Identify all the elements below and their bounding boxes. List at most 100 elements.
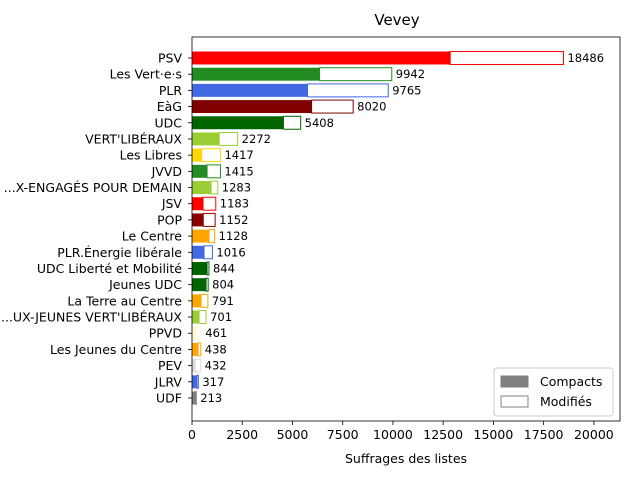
bar-compacts (192, 278, 206, 291)
x-tick-label: 10000 (373, 427, 413, 442)
x-tick-label: 7500 (327, 427, 359, 442)
x-axis-label: Suffrages des listes (345, 451, 467, 466)
data-label: 1183 (220, 197, 249, 211)
bar-modifies (211, 181, 218, 194)
category-label: PPVD (149, 326, 182, 341)
data-label: 213 (200, 391, 222, 405)
legend-swatch-modifies (501, 396, 528, 407)
bar-compacts (192, 68, 320, 81)
bar-compacts (192, 392, 196, 405)
category-label: Jeunes UDC (108, 277, 182, 292)
bar-modifies (219, 132, 238, 145)
legend: Compacts Modifiés (494, 368, 613, 416)
data-label: 8020 (357, 100, 386, 114)
bar-compacts (192, 84, 308, 97)
bar-modifies (283, 116, 300, 129)
bar-compacts (192, 294, 201, 307)
x-tick-label: 17500 (524, 427, 564, 442)
bar-modifies (209, 230, 215, 243)
category-label: UDF (156, 391, 182, 406)
category-label: PSV (158, 51, 182, 66)
bar-compacts (192, 197, 203, 210)
bar-compacts (192, 343, 198, 356)
data-label: 1417 (224, 148, 253, 162)
category-label: EàG (157, 99, 182, 114)
bar-compacts (192, 132, 219, 145)
data-label: 18486 (567, 51, 604, 65)
data-label: 461 (205, 326, 227, 340)
data-label: 317 (202, 375, 224, 389)
data-label: 1283 (222, 181, 251, 195)
data-label: 701 (210, 310, 232, 324)
bar-modifies (201, 294, 208, 307)
bar-modifies (203, 213, 215, 226)
data-label: 432 (205, 359, 227, 373)
category-label: Les Jeunes du Centre (50, 342, 182, 357)
bar-modifies (195, 359, 201, 372)
bar-compacts (192, 311, 199, 324)
category-label: ...X-ENGAGÉS POUR DEMAIN (4, 180, 182, 195)
data-label: 1152 (219, 213, 248, 227)
legend-swatch-compacts (501, 376, 528, 387)
data-label: 804 (212, 278, 234, 292)
x-tick-label: 12500 (423, 427, 463, 442)
data-label: 1415 (224, 164, 253, 178)
bar-modifies (199, 311, 206, 324)
x-tick-label: 15000 (474, 427, 514, 442)
category-label: PLR (159, 83, 183, 98)
bar-modifies (203, 197, 216, 210)
category-label: PLR.Énergie libérale (57, 245, 182, 260)
bar-compacts (192, 52, 450, 65)
bar-compacts (192, 116, 283, 129)
x-tick-label: 20000 (574, 427, 614, 442)
chart-title: Vevey (374, 11, 419, 29)
bar-compacts (192, 262, 207, 275)
category-label: UDC Liberté et Mobilité (37, 261, 182, 276)
bar-compacts (192, 181, 211, 194)
bar-modifies (207, 262, 209, 275)
data-label: 9765 (392, 83, 421, 97)
category-label: La Terre au Centre (67, 293, 182, 308)
data-label: 2272 (242, 132, 271, 146)
category-label: POP (157, 212, 182, 227)
data-label: 1016 (216, 245, 245, 259)
category-label: Les Vert·e·s (110, 67, 182, 82)
bar-modifies (312, 100, 354, 113)
bar-modifies (207, 165, 220, 178)
bar-modifies (198, 343, 201, 356)
bar-compacts (192, 100, 312, 113)
data-label: 791 (212, 294, 234, 308)
data-label: 438 (205, 342, 227, 356)
legend-label: Compacts (540, 374, 602, 389)
category-label: JLRV (154, 374, 183, 389)
bar-compacts (192, 165, 207, 178)
bar-compacts (192, 327, 196, 340)
bar-modifies (196, 327, 202, 340)
category-label: Les Libres (120, 148, 182, 163)
data-label: 5408 (305, 116, 334, 130)
bar-modifies (206, 278, 208, 291)
category-label: JVVD (151, 164, 182, 179)
bar-modifies (320, 68, 392, 81)
x-tick-label: 2500 (226, 427, 258, 442)
data-label: 9942 (396, 67, 425, 81)
category-label: JSV (161, 196, 183, 211)
x-tick-label: 0 (188, 427, 196, 442)
category-label: UDC (154, 115, 182, 130)
category-label: PEV (158, 358, 182, 373)
bar-compacts (192, 359, 195, 372)
bar-modifies (204, 246, 212, 259)
data-label: 1128 (219, 229, 248, 243)
category-label: VERT'LIBÉRAUX (85, 131, 182, 146)
bar-compacts (192, 149, 202, 162)
category-label: Le Centre (122, 229, 183, 244)
bar-compacts (192, 213, 203, 226)
bar-compacts (192, 246, 204, 259)
bar-modifies (197, 375, 198, 388)
bar-modifies (308, 84, 389, 97)
bar-compacts (192, 230, 209, 243)
legend-label: Modifiés (540, 394, 592, 409)
category-label: ...UX-JEUNES VERT'LIBÉRAUX (1, 310, 182, 325)
